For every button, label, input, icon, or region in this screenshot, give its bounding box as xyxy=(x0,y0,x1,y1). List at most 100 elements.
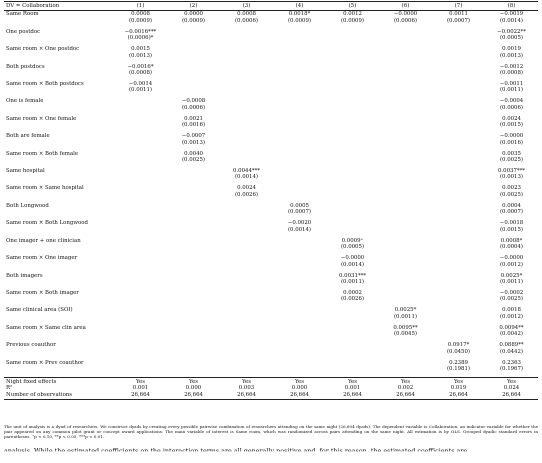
se-cell: (0.0015) xyxy=(499,226,524,233)
row-label: Same room × One imager xyxy=(6,255,78,262)
coef-row: Previous coauthor 0.0917* 0.0889** xyxy=(4,342,538,348)
se-cell: (0.0012) xyxy=(499,261,524,268)
se-cell: (0.0045) xyxy=(393,331,418,338)
coef-cell: −0.0016*** xyxy=(124,28,157,35)
column-header: (1) xyxy=(114,0,167,12)
coef-cell: 0.0015 xyxy=(131,46,150,53)
coef-cell: 0.0917* xyxy=(447,342,470,349)
se-cell: (0.0005) xyxy=(340,244,365,251)
coef-cell: 0.0024 xyxy=(502,115,521,122)
se-cell: (0.0007) xyxy=(499,209,524,216)
regression-table: DV = Collaboration (1) (2) (3) (4) (5) (… xyxy=(4,0,538,401)
footer-cell: 0.002 xyxy=(397,385,414,392)
coef-cell: −0.0019 xyxy=(499,11,524,18)
se-row: (0.0013) (0.0013) xyxy=(4,53,538,59)
footer-cell: Yes xyxy=(326,376,379,386)
se-cell: (0.0450) xyxy=(446,348,471,355)
se-cell: (0.0015) xyxy=(499,122,524,129)
se-row: (0.0014) (0.0015) xyxy=(4,227,538,233)
se-row: (0.0026) (0.0025) xyxy=(4,296,538,302)
coef-row: Same clinical area (SOI) 0.0025* 0.0018 xyxy=(4,307,538,313)
table-body: Same Room 0.0008 0.0000 0.0008 0.0018* 0.0012… xyxy=(4,11,538,378)
se-cell: (0.0005) xyxy=(499,35,524,42)
se-cell: (0.0006) xyxy=(499,104,524,111)
se-row: (0.0011) (0.0011) xyxy=(4,279,538,285)
coef-cell: 0.0094** xyxy=(499,324,524,331)
dv-label: DV = Collaboration xyxy=(4,0,114,12)
footer-label: Night fixed effects xyxy=(4,376,114,386)
footer-cell: 26,664 xyxy=(273,391,326,401)
row-label: Same room × Same clin area xyxy=(6,324,86,331)
coef-cell: −0.0000 xyxy=(340,255,365,262)
coef-cell: 0.0025* xyxy=(500,272,523,279)
footer-row: Number of observations 26,664 26,664 26,664… xyxy=(4,391,538,401)
row-label: Both Longwood xyxy=(6,202,49,209)
footer-cell: Yes xyxy=(273,376,326,386)
se-cell: (0.0013) xyxy=(181,139,206,146)
se-cell: (0.0008) xyxy=(128,70,153,77)
column-header: (7) xyxy=(432,0,485,12)
coef-row: Same room × Same clin area 0.0095** 0.0094… xyxy=(4,325,538,331)
coef-row: Same room × One female 0.0021 0.0024 xyxy=(4,116,538,122)
row-label: Same clinical area (SOI) xyxy=(6,307,73,314)
coef-cell: 0.0008* xyxy=(500,237,523,244)
se-cell: (0.0004) xyxy=(499,244,524,251)
footer-cell: 26,664 xyxy=(114,391,167,401)
coef-row: Same room × Both postdocs −0.0014 −0.0011 xyxy=(4,81,538,87)
column-header: (4) xyxy=(273,0,326,12)
coef-cell: 0.0037*** xyxy=(498,168,525,175)
coef-row: Same room × Prev coauthor 0.2389 0.2363 xyxy=(4,360,538,366)
footer-cell: 26,664 xyxy=(220,391,273,401)
row-label: One postdoc xyxy=(6,28,41,35)
se-row: (0.0025) (0.0025) xyxy=(4,157,538,163)
coef-row: Both postdocs −0.0016* −0.0012 xyxy=(4,64,538,70)
se-row: (0.0026) (0.0025) xyxy=(4,192,538,198)
footer-row: Night fixed effects Yes Yes Yes Yes Yes Yes Yes… xyxy=(4,376,538,386)
se-row: (0.0008) (0.0008) xyxy=(4,70,538,76)
footer-cell: Yes xyxy=(432,376,485,386)
coef-row: Same room × Same hospital 0.0024 0.0023 xyxy=(4,185,538,191)
coef-cell: −0.0011 xyxy=(499,81,524,88)
coef-row: Same room × Both female 0.0040 0.0035 xyxy=(4,151,538,157)
se-cell: (0.0011) xyxy=(499,278,524,285)
coef-cell: −0.0000 xyxy=(499,255,524,262)
se-cell: (0.0008) xyxy=(499,70,524,77)
column-header: (5) xyxy=(326,0,379,12)
coef-cell: 0.0025* xyxy=(394,307,417,314)
row-label: Same room × Both postdocs xyxy=(6,81,84,88)
se-cell: (0.0025) xyxy=(499,296,524,303)
row-label: Same room × Both Longwood xyxy=(6,220,88,227)
coef-row: Same Room 0.0008 0.0000 0.0008 0.0018* 0.0012… xyxy=(4,11,538,18)
row-label: Both postdocs xyxy=(6,63,45,70)
se-cell: (0.0042) xyxy=(499,331,524,338)
coef-cell: −0.0008 xyxy=(181,98,206,105)
row-label: Same Room xyxy=(6,11,39,18)
row-label: Same room × Both imager xyxy=(6,289,79,296)
se-cell: (0.0009) xyxy=(287,17,312,24)
se-cell: (0.0016) xyxy=(499,139,524,146)
column-header: (3) xyxy=(220,0,273,12)
se-row: (0.0011) (0.0011) xyxy=(4,87,538,93)
se-cell: (0.0011) xyxy=(128,87,153,94)
coef-row: Both Longwood 0.0005 0.0004 xyxy=(4,203,538,209)
footer-cell: 0.019 xyxy=(450,385,467,392)
se-cell: (0.0011) xyxy=(340,278,365,285)
coef-cell: 0.0044*** xyxy=(233,168,260,175)
coef-cell: 0.0095** xyxy=(393,324,418,331)
se-cell: (0.0025) xyxy=(499,157,524,164)
footer-cell: 26,664 xyxy=(432,391,485,401)
se-cell: (0.0026) xyxy=(340,296,365,303)
coef-cell: −0.0000 xyxy=(499,133,524,140)
se-cell: (0.1967) xyxy=(499,365,524,372)
se-row: (0.0014) (0.0013) xyxy=(4,174,538,180)
row-label: Same room × Same hospital xyxy=(6,185,84,192)
coef-cell: 0.0008 xyxy=(237,11,256,18)
footer-cell: Yes xyxy=(220,376,273,386)
se-cell: (0.0025) xyxy=(181,157,206,164)
se-cell: (0.0006) xyxy=(234,17,259,24)
se-row: (0.0006) (0.0006) xyxy=(4,105,538,111)
column-header: (8) xyxy=(485,0,538,12)
se-cell: (0.0013) xyxy=(499,52,524,59)
footer-cell: 0.024 xyxy=(503,385,520,392)
